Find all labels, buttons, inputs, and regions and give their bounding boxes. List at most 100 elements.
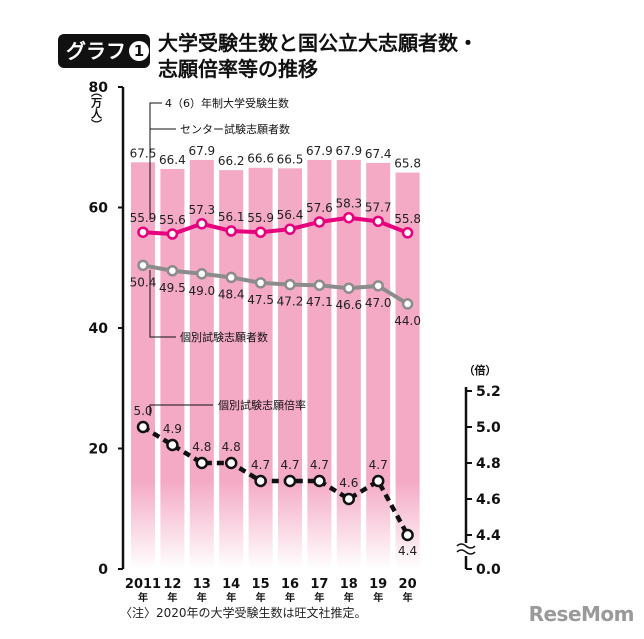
x-axis-tick-label: 19 xyxy=(369,577,387,592)
center-exam-point xyxy=(166,228,179,240)
individual-exam-label: 44.0 xyxy=(394,314,421,328)
graph-badge-number: 1 xyxy=(129,41,149,61)
left-axis-tick-label: 0 xyxy=(98,562,108,578)
axis-break-mark xyxy=(456,543,476,555)
center-exam-label: 58.3 xyxy=(335,197,362,211)
graph-badge-label: グラフ xyxy=(66,39,126,63)
enrollment-bar-label: 66.5 xyxy=(277,152,304,166)
application-ratio-point xyxy=(283,474,297,488)
enrollment-bar-label: 65.8 xyxy=(394,157,421,171)
application-ratio-label: 4.6 xyxy=(339,476,358,490)
center-exam-label: 57.6 xyxy=(306,201,333,215)
enrollment-leader-line xyxy=(149,102,162,142)
left-axis-tick-label: 20 xyxy=(89,442,109,458)
right-axis-tick-label: 4.8 xyxy=(476,456,501,472)
center-exam-label: 55.9 xyxy=(130,211,157,225)
center-exam-label: 55.6 xyxy=(159,213,186,227)
x-axis-tick-suffix: 年 xyxy=(256,591,266,604)
enrollment-bar-label: 67.9 xyxy=(335,144,362,158)
center-exam-series-name: センター試験志願者数 xyxy=(180,122,290,136)
center-exam-label: 56.1 xyxy=(218,210,245,224)
center-exam-leader-line xyxy=(149,128,176,220)
enrollment-bar-label: 66.4 xyxy=(159,153,186,167)
right-axis-tick-label: 4.6 xyxy=(476,492,501,508)
application-ratio-label: 4.4 xyxy=(398,544,417,558)
individual-exam-point xyxy=(137,259,149,272)
x-axis-tick-suffix: 年 xyxy=(167,591,177,604)
center-exam-point xyxy=(254,226,267,238)
center-exam-point xyxy=(196,218,208,230)
application-ratio-line xyxy=(141,425,410,537)
application-ratio-label: 4.7 xyxy=(369,458,388,472)
application-ratio-leader-line xyxy=(149,404,213,416)
individual-exam-series-name: 個別試験志願者数 xyxy=(180,330,268,344)
x-axis-tick-suffix: 年 xyxy=(285,591,295,604)
center-exam-point xyxy=(401,227,414,239)
individual-exam-label: 47.5 xyxy=(247,293,274,307)
center-exam-line xyxy=(142,215,409,237)
individual-exam-point xyxy=(166,265,179,277)
right-axis-unit: （倍） xyxy=(464,363,497,377)
application-ratio-label: 4.7 xyxy=(251,458,270,472)
center-exam-label: 56.4 xyxy=(277,208,304,222)
chart-title-line1: 大学受験生数と国公立大志願者数・ xyxy=(158,31,478,55)
application-ratio-point xyxy=(342,492,356,506)
individual-exam-point xyxy=(401,298,414,310)
x-axis-tick-label: 16 xyxy=(281,577,299,592)
enrollment-bar-label: 67.4 xyxy=(365,147,392,161)
center-exam-point xyxy=(343,211,355,224)
individual-exam-label: 50.4 xyxy=(130,275,157,289)
x-axis-tick-suffix: 年 xyxy=(197,591,207,604)
individual-exam-label: 49.0 xyxy=(188,284,215,298)
left-axis-tick-label: 60 xyxy=(89,201,109,217)
center-exam-point xyxy=(137,226,149,238)
individual-exam-point xyxy=(372,280,384,292)
application-ratio-point xyxy=(166,438,179,452)
enrollment-bar-label: 67.9 xyxy=(306,144,333,158)
x-axis-tick-label: 18 xyxy=(340,577,358,592)
application-ratio-point xyxy=(254,474,267,488)
x-axis-tick-label: 15 xyxy=(252,577,270,592)
application-ratio-point xyxy=(136,420,150,434)
center-exam-label: 57.7 xyxy=(365,200,392,214)
application-ratio-point xyxy=(401,528,414,542)
x-axis-tick-label: 12 xyxy=(163,577,181,592)
enrollment-bar-label: 66.6 xyxy=(247,152,274,166)
individual-exam-label: 47.2 xyxy=(277,295,304,309)
enrollment-bar-label: 67.5 xyxy=(130,146,157,160)
x-axis-tick-suffix: 年 xyxy=(138,591,148,604)
graph-badge: グラフ 1 xyxy=(58,34,150,68)
individual-exam-label: 46.6 xyxy=(335,298,362,312)
application-ratio-label: 4.8 xyxy=(222,440,241,454)
left-axis-tick-label: 80 xyxy=(89,80,109,96)
individual-exam-point xyxy=(343,282,355,294)
bar-fade-overlay xyxy=(129,480,422,569)
center-exam-point xyxy=(372,215,384,228)
individual-exam-point xyxy=(254,277,267,289)
application-ratio-label: 4.7 xyxy=(310,458,329,472)
individual-exam-point xyxy=(196,268,208,280)
individual-exam-line xyxy=(142,263,409,306)
center-exam-point xyxy=(313,216,326,228)
left-axis-unit: （万人） xyxy=(90,86,104,130)
center-exam-point xyxy=(225,225,237,237)
chart-footnote: 〈注〉2020年の大学受験生数は旺文社推定。 xyxy=(120,606,367,620)
chart-title-line2: 志願倍率等の推移 xyxy=(158,57,318,81)
x-axis-tick-label: 14 xyxy=(222,577,240,592)
x-axis-tick-suffix: 年 xyxy=(344,591,354,604)
center-exam-label: 55.8 xyxy=(394,212,421,226)
individual-exam-label: 49.5 xyxy=(159,281,186,295)
right-axis-tick-label: 5.0 xyxy=(476,420,501,436)
application-ratio-point xyxy=(195,456,209,470)
individual-exam-label: 47.0 xyxy=(365,296,392,310)
application-ratio-point xyxy=(371,474,385,488)
center-exam-label: 57.3 xyxy=(188,203,215,217)
x-axis-tick-label: 13 xyxy=(193,577,211,592)
x-axis-tick-suffix: 年 xyxy=(403,591,413,604)
individual-exam-label: 47.1 xyxy=(306,295,333,309)
application-ratio-series-name: 個別試験志願倍率 xyxy=(218,398,306,412)
resemom-logo: ReseMom xyxy=(528,602,635,626)
enrollment-series-name: 4（6）年制大学受験生数 xyxy=(165,96,289,110)
enrollment-bar-label: 67.9 xyxy=(188,144,215,158)
